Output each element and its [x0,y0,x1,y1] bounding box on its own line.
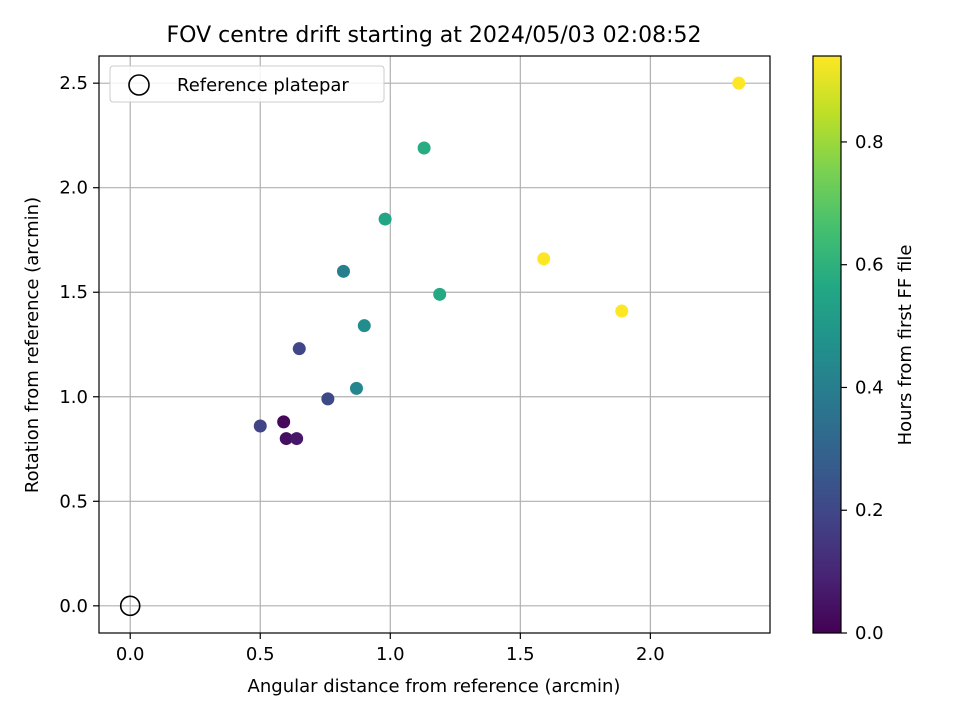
y-axis-label: Rotation from reference (arcmin) [22,197,43,493]
y-tick-label: 2.5 [59,73,88,94]
data-point [433,287,447,301]
y-tick-label: 1.0 [59,387,88,408]
data-point [349,381,363,395]
data-point [378,212,392,226]
colorbar-tick-label: 0.8 [855,132,884,153]
data-point [290,432,304,446]
data-point [292,342,306,356]
colorbar: 0.0 0.2 0.4 0.6 0.8 Hours from first FF file [812,55,916,644]
legend-label: Reference platepar [177,75,349,96]
colorbar-tick-label: 0.2 [855,500,884,521]
colorbar-ticks: 0.0 0.2 0.4 0.6 0.8 [841,132,884,644]
data-point [417,141,431,155]
x-axis-label: Angular distance from reference (arcmin) [248,676,621,697]
y-tick-label: 2.0 [59,178,88,199]
x-tick-label: 1.0 [376,644,405,665]
colorbar-tick-label: 0.4 [855,377,884,398]
plot-frame [98,55,771,634]
y-tick-label: 1.5 [59,282,88,303]
x-tick-label: 2.0 [636,644,665,665]
data-point [321,392,335,406]
data-point [277,415,291,429]
reference-point [119,595,141,617]
legend: Reference platepar [109,65,385,103]
data-point [615,304,629,318]
colorbar-gradient [813,56,841,633]
x-tick-label: 0.5 [246,644,275,665]
data-point [732,76,746,90]
legend-box [109,65,385,103]
data-point [279,432,293,446]
colorbar-label: Hours from first FF file [895,245,916,446]
y-tick-label: 0.5 [59,491,88,512]
data-point [357,319,371,333]
data-point [537,252,551,266]
colorbar-tick-label: 0.0 [855,623,884,644]
points-layer [119,76,746,617]
data-point [336,264,350,278]
legend-marker [128,74,150,96]
colorbar-tick-label: 0.6 [855,255,884,276]
y-tick-label: 0.0 [59,596,88,617]
chart-title: FOV centre drift starting at 2024/05/03 … [167,23,702,48]
colorbar-frame [812,55,842,634]
grid-layer [99,56,770,633]
data-point [253,419,267,433]
ticks-layer: 0.0 0.5 1.0 1.5 2.0 0.0 0.5 1.0 1.5 2.0 2.5 [59,73,664,665]
x-tick-label: 1.5 [506,644,535,665]
x-tick-label: 0.0 [116,644,145,665]
